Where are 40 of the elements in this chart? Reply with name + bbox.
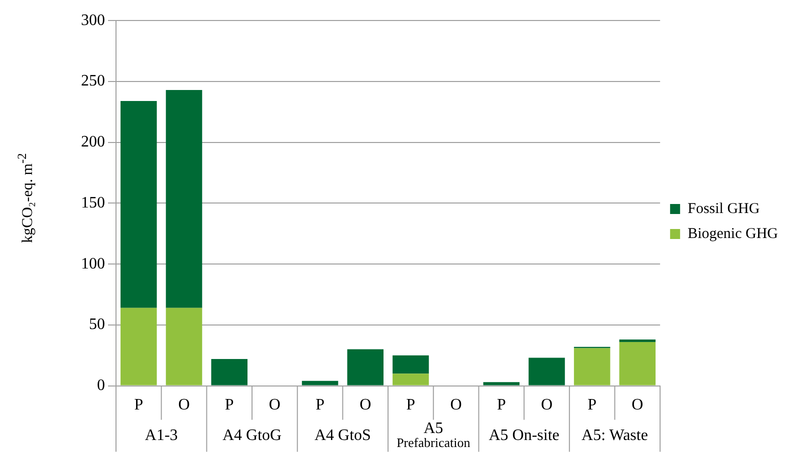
y-tick-label: 100 xyxy=(81,255,105,272)
text: A4 GtoS xyxy=(314,427,371,444)
bar xyxy=(347,349,384,386)
y-tick-label: 50 xyxy=(89,316,105,334)
x-tick-label: P xyxy=(496,396,506,414)
x-tick-label: P xyxy=(316,396,325,414)
text: A5 Prefabrication xyxy=(396,420,471,450)
x-tick-label: P xyxy=(406,396,416,414)
text: A4 GtoG xyxy=(222,427,282,444)
bar xyxy=(120,308,157,386)
x-tick-label: O xyxy=(632,396,644,414)
x-tick-label: P xyxy=(134,396,144,414)
bar xyxy=(392,374,429,386)
x-tick-label: O xyxy=(540,396,553,414)
text: A1-3 xyxy=(144,427,178,444)
text: A5 On-site xyxy=(488,427,560,444)
y-tick-label: 0 xyxy=(97,377,105,394)
x-tick-label: O xyxy=(178,396,190,414)
bar xyxy=(483,382,520,386)
y-tick-label: 150 xyxy=(81,194,105,212)
bar xyxy=(166,308,202,386)
bar xyxy=(619,342,656,386)
bar xyxy=(211,359,248,386)
y-tick-label: 200 xyxy=(81,134,105,151)
x-tick-label: O xyxy=(268,396,280,414)
bar xyxy=(302,380,338,386)
text: A5: Waste xyxy=(582,427,648,444)
bar xyxy=(166,90,202,308)
bar xyxy=(574,348,610,386)
bar xyxy=(528,358,565,386)
x-tick-label: O xyxy=(360,396,372,414)
legend-label: Biogenic GHG xyxy=(688,226,778,242)
bar xyxy=(120,100,157,308)
bar xyxy=(392,355,429,374)
y-tick-label: 300 xyxy=(81,12,105,29)
x-tick-label: O xyxy=(450,396,462,414)
legend-label: Fossil GHG xyxy=(688,200,760,217)
x-tick-label: P xyxy=(588,396,597,414)
x-tick-label: P xyxy=(224,396,234,414)
y-tick-label: 250 xyxy=(81,72,105,90)
